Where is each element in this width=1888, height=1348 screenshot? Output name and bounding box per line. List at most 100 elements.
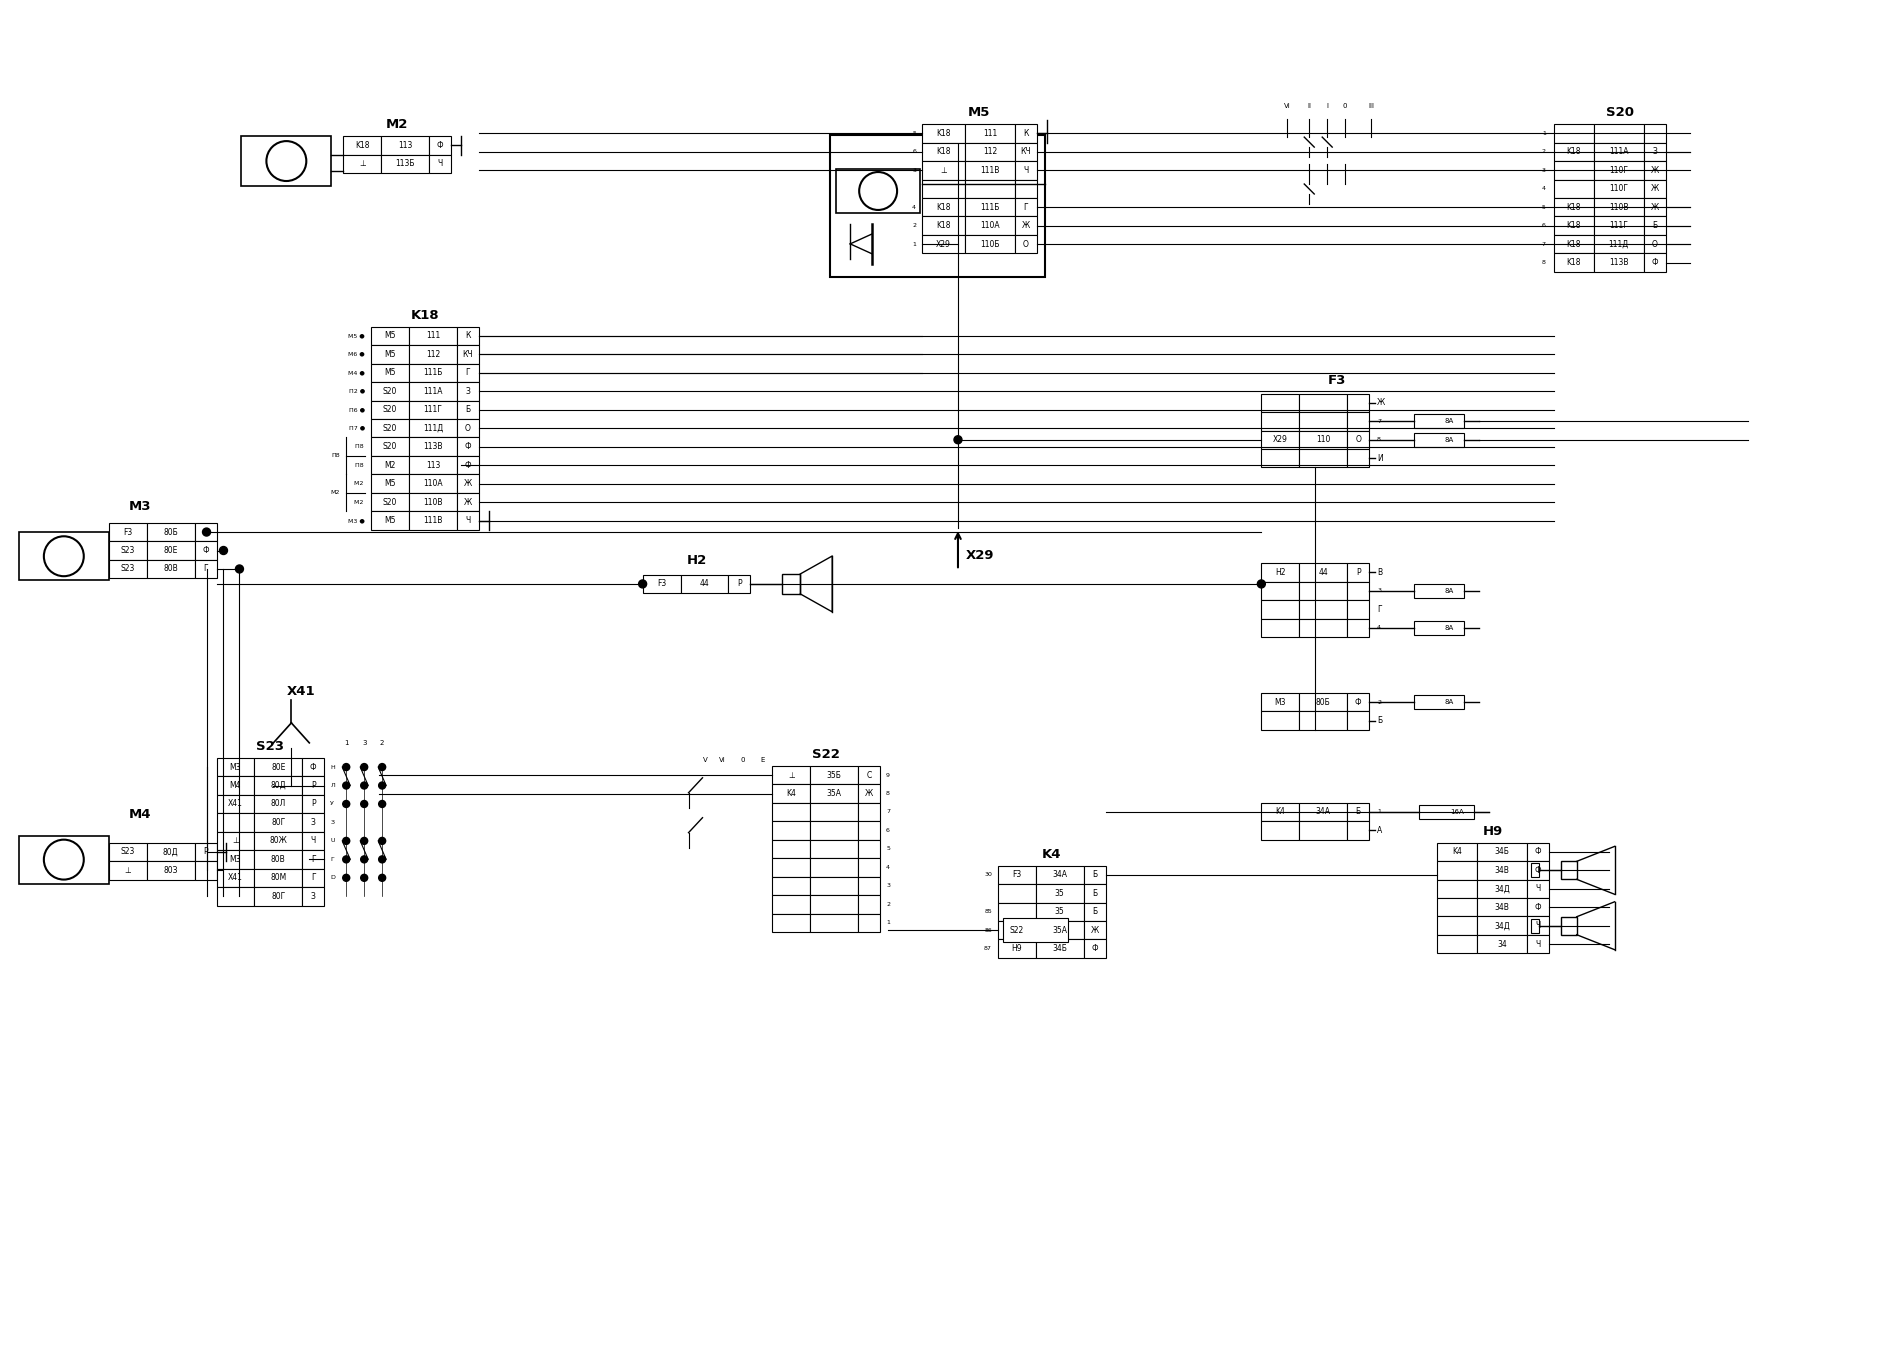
Text: V: V — [702, 756, 708, 763]
Text: 34А: 34А — [1052, 871, 1067, 879]
Text: M5: M5 — [385, 368, 396, 377]
Text: Ч: Ч — [1535, 884, 1541, 894]
Text: Ж: Ж — [1650, 185, 1660, 193]
Text: 4: 4 — [1542, 186, 1546, 191]
Text: 111В: 111В — [423, 516, 444, 526]
Bar — [147, 523, 194, 542]
Text: 35Б: 35Б — [827, 771, 842, 779]
Text: 80Б: 80Б — [162, 527, 177, 537]
Bar — [1261, 430, 1299, 449]
Circle shape — [1257, 580, 1265, 588]
Text: 5: 5 — [912, 131, 916, 136]
Bar — [859, 840, 880, 859]
Text: 8А: 8А — [1444, 700, 1454, 705]
Text: 35А: 35А — [827, 789, 842, 798]
Text: 8А: 8А — [1444, 588, 1454, 594]
Text: 111: 111 — [984, 129, 997, 137]
Circle shape — [361, 782, 368, 789]
Bar — [344, 155, 381, 173]
Text: И: И — [1376, 454, 1382, 462]
Bar — [110, 559, 147, 578]
Text: X29: X29 — [936, 240, 952, 248]
Bar — [372, 474, 410, 493]
Bar — [147, 542, 194, 559]
Bar — [1476, 936, 1527, 953]
Bar — [1348, 412, 1369, 430]
Bar — [1554, 217, 1593, 235]
Text: Г: Г — [466, 368, 470, 377]
Bar — [859, 876, 880, 895]
Text: Ч: Ч — [1535, 940, 1541, 949]
Circle shape — [379, 875, 385, 882]
Bar — [1414, 433, 1463, 446]
Text: Ж: Ж — [1021, 221, 1031, 231]
Text: 113: 113 — [427, 461, 440, 469]
Text: S20: S20 — [383, 497, 396, 507]
Text: П7 ●: П7 ● — [349, 426, 364, 431]
Text: 4: 4 — [912, 205, 916, 210]
Bar — [772, 859, 810, 876]
Text: 111Б: 111Б — [980, 202, 999, 212]
Bar — [255, 813, 302, 832]
Text: О: О — [464, 423, 470, 433]
Text: K4: K4 — [1452, 848, 1461, 856]
Bar — [1299, 430, 1348, 449]
Text: К: К — [1023, 129, 1029, 137]
Bar — [810, 785, 859, 803]
Bar — [410, 345, 457, 364]
Bar — [1299, 563, 1348, 582]
Text: 1: 1 — [912, 241, 916, 247]
Text: 113Б: 113Б — [395, 159, 415, 168]
Text: Ж: Ж — [1376, 398, 1386, 407]
Bar — [147, 861, 194, 880]
Text: Г: Г — [204, 565, 208, 573]
Bar — [1414, 584, 1463, 599]
Bar — [1554, 160, 1593, 179]
Text: 111А: 111А — [423, 387, 444, 396]
Bar — [965, 235, 1016, 253]
Text: K18: K18 — [1567, 257, 1580, 267]
Bar — [965, 124, 1016, 143]
Text: 6: 6 — [885, 828, 889, 833]
Text: Р: Р — [312, 799, 315, 809]
Bar — [1437, 842, 1476, 861]
Bar — [965, 179, 1016, 198]
Text: M5: M5 — [969, 106, 991, 119]
Text: K18: K18 — [936, 202, 952, 212]
Bar — [1593, 124, 1644, 143]
Text: K18: K18 — [936, 129, 952, 137]
Text: Б: Б — [1376, 716, 1382, 725]
Bar — [921, 124, 965, 143]
Bar — [1299, 803, 1348, 821]
Bar — [1084, 940, 1106, 958]
Text: S22: S22 — [812, 748, 840, 760]
Bar — [1554, 143, 1593, 160]
Text: 34Д: 34Д — [1493, 921, 1510, 930]
Text: K18: K18 — [1567, 240, 1580, 248]
Bar — [1016, 143, 1037, 160]
Text: S20: S20 — [383, 387, 396, 396]
Bar — [1299, 712, 1348, 729]
Bar — [772, 803, 810, 821]
Bar — [1016, 160, 1037, 179]
Bar — [1084, 921, 1106, 940]
Bar — [965, 143, 1016, 160]
Bar — [110, 842, 147, 861]
Bar — [457, 438, 480, 456]
Bar — [1527, 936, 1548, 953]
Text: K18: K18 — [936, 147, 952, 156]
Circle shape — [344, 801, 349, 807]
Bar — [810, 803, 859, 821]
Bar — [457, 364, 480, 381]
Text: М4 ●: М4 ● — [347, 371, 364, 375]
Text: 2: 2 — [912, 224, 916, 228]
Text: 111Г: 111Г — [1609, 221, 1627, 231]
Circle shape — [202, 528, 211, 537]
Bar — [217, 868, 255, 887]
Bar — [255, 776, 302, 795]
Text: F3: F3 — [1012, 871, 1021, 879]
Text: КЧ: КЧ — [1021, 147, 1031, 156]
Bar — [859, 766, 880, 785]
Bar — [1593, 217, 1644, 235]
Circle shape — [361, 875, 368, 882]
